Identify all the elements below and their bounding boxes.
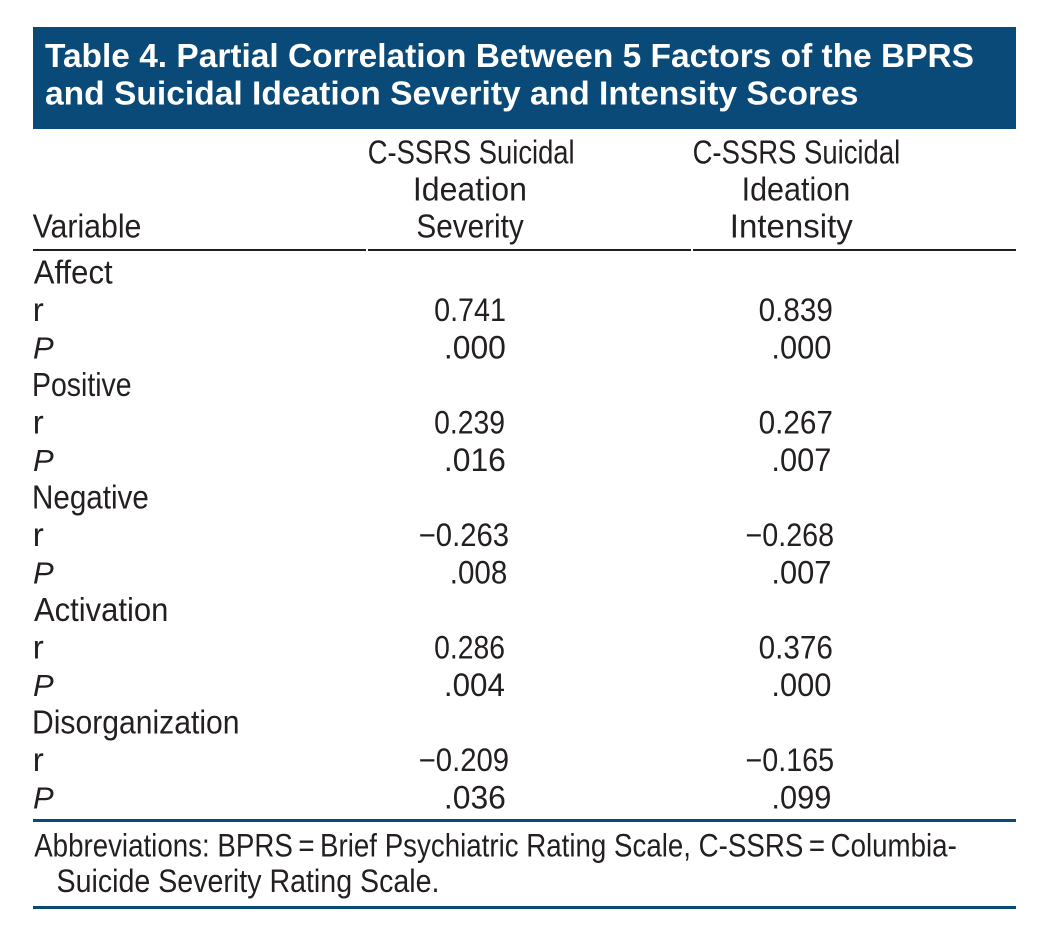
svg-text:−0.165: −0.165 [746,742,835,778]
svg-text:0.239: 0.239 [434,405,505,441]
svg-text:r: r [33,404,44,441]
svg-text:r: r [33,516,44,553]
svg-text:−0.268: −0.268 [746,517,835,553]
svg-text:and Suicidal Ideation Severity: and Suicidal Ideation Severity and Inten… [45,75,858,112]
svg-text:Disorganization: Disorganization [32,704,240,741]
svg-text:Variable: Variable [33,207,142,244]
svg-text:Activation: Activation [34,591,168,628]
svg-text:.007: .007 [771,442,831,478]
svg-text:P: P [33,781,54,816]
svg-text:.008: .008 [450,555,508,591]
svg-text:Severity: Severity [416,207,524,244]
svg-text:P: P [33,331,54,366]
svg-text:.016: .016 [444,442,506,478]
svg-text:P: P [33,668,54,703]
svg-text:r: r [33,741,44,778]
svg-text:.000: .000 [771,330,831,366]
svg-text:Table 4. Partial Correlation B: Table 4. Partial Correlation Between 5 F… [45,37,974,74]
svg-text:0.741: 0.741 [434,292,506,328]
svg-text:.036: .036 [444,780,506,816]
svg-text:.000: .000 [444,330,506,366]
svg-text:Abbreviations: BPRS = Brief Ps: Abbreviations: BPRS = Brief Psychiatric … [34,827,957,863]
svg-text:0.286: 0.286 [434,630,505,666]
svg-text:.004: .004 [444,667,505,703]
svg-text:.000: .000 [771,667,831,703]
svg-text:r: r [33,629,44,666]
svg-text:0.267: 0.267 [759,405,833,441]
svg-text:−0.263: −0.263 [419,517,509,553]
svg-text:Ideation: Ideation [742,171,851,208]
svg-text:P: P [33,443,54,478]
svg-text:Ideation: Ideation [413,171,527,208]
svg-text:C-SSRS Suicidal: C-SSRS Suicidal [368,133,575,170]
svg-text:Suicide Severity Rating Scale.: Suicide Severity Rating Scale. [57,863,440,899]
svg-text:0.376: 0.376 [759,630,833,666]
svg-text:Intensity: Intensity [730,207,853,244]
svg-text:.007: .007 [771,555,831,591]
svg-text:Affect: Affect [34,254,113,291]
svg-text:0.839: 0.839 [759,292,833,328]
svg-text:−0.209: −0.209 [419,742,509,778]
svg-text:P: P [33,556,54,591]
svg-text:r: r [33,291,44,328]
svg-text:Positive: Positive [32,366,132,403]
svg-text:Negative: Negative [32,479,149,516]
svg-text:C-SSRS Suicidal: C-SSRS Suicidal [693,133,901,170]
svg-text:.099: .099 [771,780,831,816]
